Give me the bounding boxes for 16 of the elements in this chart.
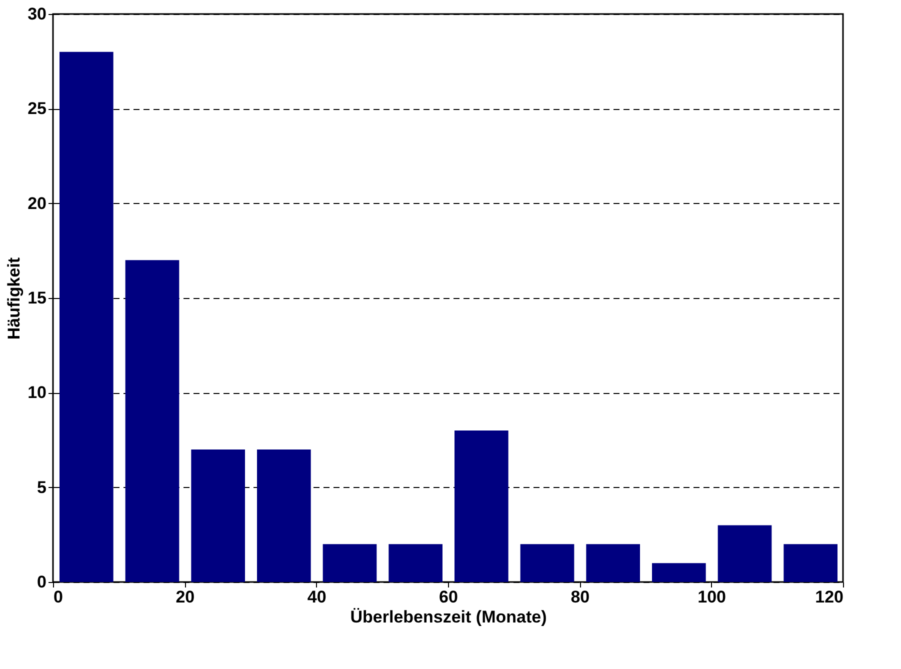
x-tick-label: 0 bbox=[54, 588, 63, 606]
x-tick-label: 120 bbox=[815, 588, 844, 606]
y-tick-label: 10 bbox=[28, 383, 46, 402]
y-tick-label: 15 bbox=[28, 288, 46, 308]
y-axis-title: Häufigkeit bbox=[4, 257, 24, 340]
x-axis-title: Überlebenszeit (Monate) bbox=[350, 608, 547, 626]
y-tick-label: 5 bbox=[37, 478, 46, 497]
x-tick-label: 20 bbox=[176, 588, 195, 606]
y-tick-label: 20 bbox=[28, 194, 46, 213]
y-tick-label: 30 bbox=[28, 4, 46, 24]
x-tick-label: 100 bbox=[698, 588, 726, 606]
x-tick-label: 40 bbox=[307, 588, 326, 606]
x-tick-label: 60 bbox=[439, 588, 458, 606]
y-tick-label: 0 bbox=[37, 572, 46, 592]
y-tick-label: 25 bbox=[28, 99, 46, 118]
x-tick-label: 80 bbox=[570, 588, 590, 606]
